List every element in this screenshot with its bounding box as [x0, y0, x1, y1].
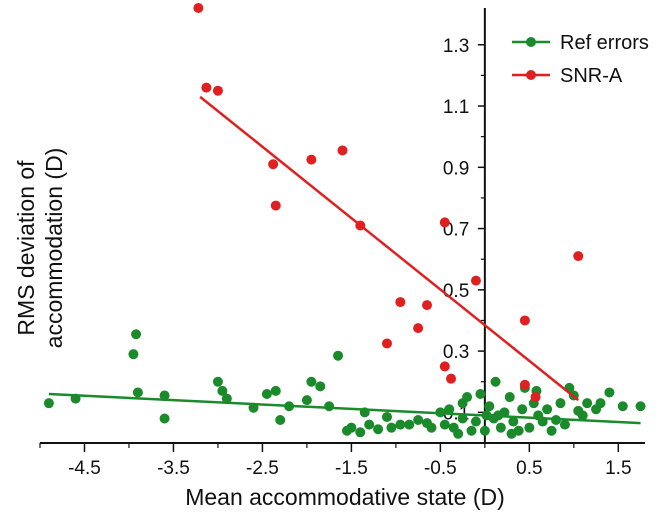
- data-point-ref-errors: [582, 398, 593, 409]
- data-point-ref-errors: [159, 413, 170, 424]
- plot-area: -4.5-3.5-2.5-1.5-0.50.51.50.10.30.50.70.…: [39, 3, 646, 479]
- data-point-ref-errors: [306, 376, 317, 387]
- data-point-ref-errors: [546, 425, 557, 436]
- data-point-ref-errors: [475, 388, 486, 399]
- data-point-ref-errors: [270, 385, 281, 396]
- y-axis-title-group: RMS deviation of accommodation (D): [13, 148, 67, 349]
- data-point-ref-errors: [617, 401, 628, 412]
- data-point-ref-errors: [470, 416, 481, 427]
- data-point-ref-errors: [346, 422, 357, 433]
- data-point-snr-a: [519, 315, 530, 326]
- y-axis-title-line-1: RMS deviation of: [13, 160, 39, 336]
- data-point-ref-errors: [221, 393, 232, 404]
- y-tick-label: 1.1: [443, 97, 469, 118]
- y-tick-label: 1.3: [443, 36, 469, 57]
- x-tick-label: -4.5: [68, 458, 101, 479]
- data-point-ref-errors: [495, 422, 506, 433]
- data-point-snr-a: [201, 82, 212, 93]
- data-point-ref-errors: [508, 416, 519, 427]
- data-point-ref-errors: [635, 401, 646, 412]
- data-point-ref-errors: [395, 419, 406, 430]
- data-point-ref-errors: [261, 388, 272, 399]
- legend-label-snr-a: SNR-A: [560, 65, 623, 87]
- data-point-snr-a: [519, 379, 530, 390]
- y-tick-label: 0.9: [443, 158, 469, 179]
- data-point-ref-errors: [555, 398, 566, 409]
- legend-marker-snr-a: [526, 70, 536, 80]
- data-point-snr-a: [470, 275, 481, 286]
- x-axis-title: Mean accommodative state (D): [185, 484, 505, 510]
- data-point-ref-errors: [559, 419, 570, 430]
- data-point-ref-errors: [542, 404, 553, 415]
- data-point-ref-errors: [457, 398, 468, 409]
- data-point-ref-errors: [490, 376, 501, 387]
- data-point-ref-errors: [457, 413, 468, 424]
- data-point-ref-errors: [577, 410, 588, 421]
- y-tick-label: 0.7: [443, 220, 469, 241]
- data-point-snr-a: [446, 373, 457, 384]
- x-tick-label: 0.5: [516, 458, 542, 479]
- data-point-ref-errors: [355, 427, 366, 438]
- data-point-ref-errors: [466, 425, 477, 436]
- data-point-ref-errors: [524, 422, 535, 433]
- data-point-snr-a: [413, 323, 424, 334]
- data-point-snr-a: [337, 145, 348, 156]
- x-tick-label: -0.5: [424, 458, 457, 479]
- data-point-ref-errors: [132, 387, 143, 398]
- data-point-snr-a: [381, 338, 392, 349]
- data-point-ref-errors: [364, 419, 375, 430]
- y-axis-title-line-2: accommodation (D): [41, 148, 67, 349]
- data-point-ref-errors: [315, 381, 326, 392]
- data-point-ref-errors: [275, 415, 286, 426]
- x-tick-label: -3.5: [157, 458, 190, 479]
- data-point-ref-errors: [386, 422, 397, 433]
- data-point-ref-errors: [479, 425, 490, 436]
- data-point-ref-errors: [444, 404, 455, 415]
- data-point-ref-errors: [43, 398, 54, 409]
- data-point-snr-a: [268, 159, 279, 170]
- data-point-ref-errors: [413, 415, 424, 426]
- data-point-ref-errors: [504, 392, 515, 403]
- y-tick-label: 0.3: [443, 342, 469, 363]
- data-point-snr-a: [530, 392, 541, 403]
- data-point-ref-errors: [212, 376, 223, 387]
- data-point-snr-a: [270, 200, 281, 211]
- data-point-ref-errors: [301, 395, 312, 406]
- legend-marker-ref-errors: [526, 37, 536, 47]
- data-point-snr-a: [306, 154, 317, 165]
- x-tick-label: -2.5: [246, 458, 279, 479]
- data-point-snr-a: [573, 251, 584, 262]
- data-point-ref-errors: [159, 390, 170, 401]
- data-point-snr-a: [212, 85, 223, 96]
- data-point-ref-errors: [506, 428, 517, 439]
- legend: Ref errors SNR-A: [512, 32, 649, 87]
- data-point-snr-a: [439, 217, 450, 228]
- y-tick-label: 0.5: [443, 281, 469, 302]
- data-point-snr-a: [395, 297, 406, 308]
- data-point-snr-a: [439, 361, 450, 372]
- data-point-snr-a: [193, 3, 204, 13]
- data-point-ref-errors: [517, 404, 528, 415]
- data-point-ref-errors: [404, 419, 415, 430]
- fit-line-snr-a: [199, 95, 580, 402]
- x-tick-label: -1.5: [335, 458, 368, 479]
- data-point-ref-errors: [453, 428, 464, 439]
- data-point-ref-errors: [217, 385, 228, 396]
- data-point-ref-errors: [128, 349, 139, 360]
- data-point-ref-errors: [381, 411, 392, 422]
- data-point-ref-errors: [484, 401, 495, 412]
- data-point-ref-errors: [333, 350, 344, 361]
- legend-label-ref-errors: Ref errors: [560, 32, 649, 54]
- data-point-ref-errors: [595, 398, 606, 409]
- data-point-ref-errors: [373, 424, 384, 435]
- data-point-ref-errors: [426, 422, 437, 433]
- x-tick-label: 1.5: [605, 458, 631, 479]
- data-point-snr-a: [422, 300, 433, 311]
- data-point-ref-errors: [131, 329, 142, 340]
- data-point-ref-errors: [439, 419, 450, 430]
- data-point-ref-errors: [324, 401, 335, 412]
- fit-line-ref-errors: [48, 392, 641, 425]
- data-point-ref-errors: [604, 387, 615, 398]
